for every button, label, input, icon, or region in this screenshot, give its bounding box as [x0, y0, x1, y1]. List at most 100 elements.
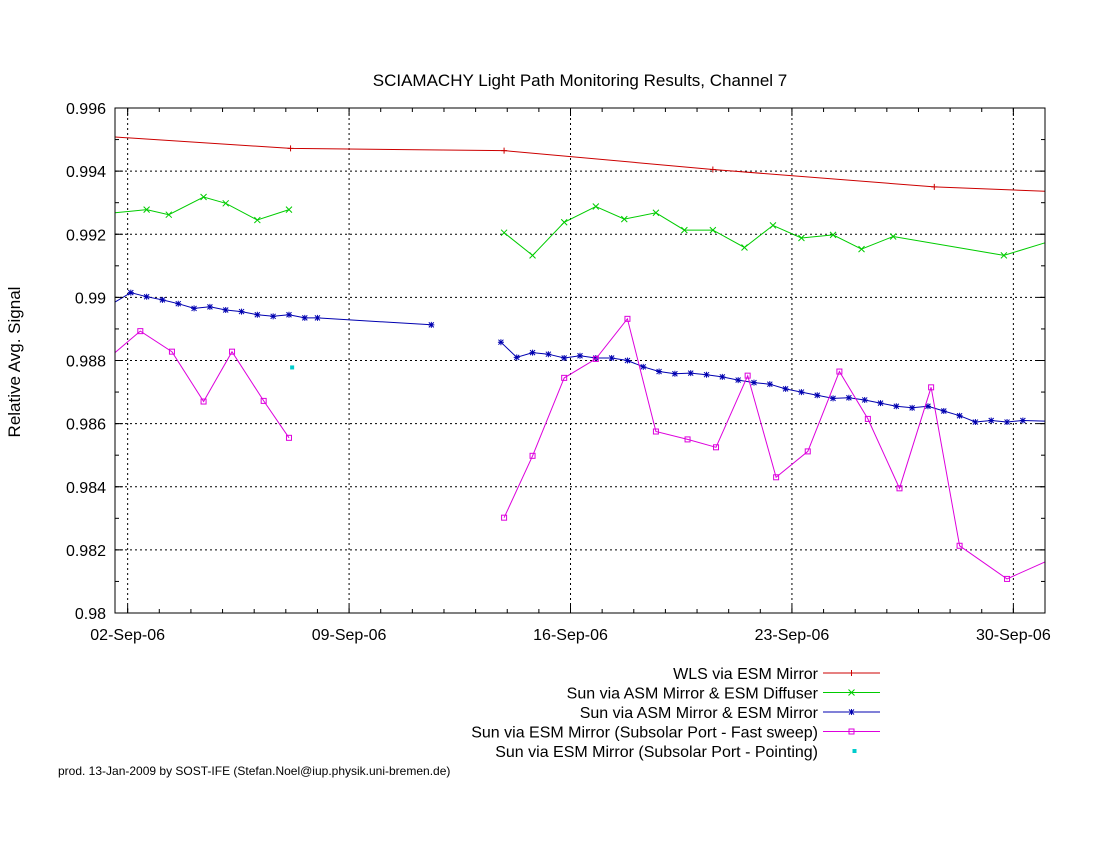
data-point [766, 381, 773, 388]
y-tick-label: 0.99 [75, 290, 106, 307]
data-point [830, 395, 837, 402]
data-point [222, 199, 230, 207]
legend-item: Sun via ESM Mirror (Subsolar Port - Fast… [471, 725, 880, 742]
data-point [191, 305, 198, 312]
data-point [314, 314, 321, 321]
chart-title: SCIAMACHY Light Path Monitoring Results,… [373, 71, 788, 90]
data-point [143, 206, 150, 213]
data-point [924, 403, 931, 410]
data-point [769, 222, 777, 229]
data-point [684, 436, 691, 443]
data-point [175, 300, 182, 307]
legend-item: Sun via ASM Mirror & ESM Diffuser [567, 686, 880, 703]
production-credit: prod. 13-Jan-2009 by SOST-IFE (Stefan.No… [58, 764, 451, 778]
data-point [1019, 417, 1026, 424]
series-1 [114, 136, 1046, 192]
data-point [836, 368, 843, 375]
y-tick-label: 0.98 [75, 606, 106, 623]
data-point [200, 398, 207, 405]
data-point [290, 365, 295, 370]
data-point [848, 689, 855, 696]
data-point [893, 403, 900, 410]
data-point [545, 351, 552, 358]
legend-label: WLS via ESM Mirror [673, 666, 819, 683]
data-point [200, 193, 207, 201]
legend-label: Sun via ASM Mirror & ESM Diffuser [567, 686, 819, 703]
data-point [709, 166, 716, 173]
data-point [909, 404, 916, 411]
data-point [560, 218, 568, 226]
data-point [988, 417, 995, 424]
data-point [254, 311, 261, 318]
y-tick-label: 0.984 [66, 480, 106, 497]
data-point [671, 370, 678, 377]
data-point [577, 352, 583, 359]
data-point [168, 348, 175, 355]
data-point [159, 296, 166, 303]
data-point [719, 373, 726, 380]
y-axis-label: Relative Avg. Signal [5, 287, 24, 438]
x-tick-label: 02-Sep-06 [90, 627, 165, 644]
series-line [503, 317, 1046, 580]
data-point [798, 234, 805, 242]
y-tick-label: 0.986 [66, 417, 106, 434]
data-point [561, 374, 568, 381]
legend-label: Sun via ASM Mirror & ESM Mirror [580, 705, 819, 722]
data-point [270, 313, 277, 320]
y-tick-label: 0.988 [66, 354, 106, 371]
data-point [165, 211, 173, 219]
data-point [735, 377, 742, 384]
data-point [848, 709, 855, 715]
series-line [503, 205, 1046, 257]
data-point [889, 233, 897, 240]
data-point [744, 372, 751, 379]
data-point [285, 434, 292, 441]
x-tick-label: 16-Sep-06 [533, 627, 608, 644]
axis-layer: 0.98 0.982 0.984 0.986 0.988 0.99 0.992 0.994 0.… [66, 101, 1051, 644]
data-point [858, 245, 865, 253]
data-point [896, 485, 903, 492]
legend-layer: WLS via ESM Mirror Sun via ASM Mirror & E… [471, 666, 880, 761]
data-point [127, 289, 134, 296]
data-point [848, 728, 855, 735]
data-point [852, 749, 857, 753]
data-point [656, 368, 663, 375]
data-point [260, 397, 267, 404]
legend-label: Sun via ESM Mirror (Subsolar Port - Poin… [495, 744, 818, 761]
data-point [238, 308, 245, 315]
data-point [500, 229, 508, 237]
data-point [928, 384, 935, 391]
data-point [681, 226, 688, 234]
data-point [652, 209, 660, 217]
data-point [592, 203, 600, 210]
data-point [814, 392, 821, 399]
y-tick-label: 0.994 [66, 164, 106, 181]
data-point [624, 315, 631, 322]
legend-item: Sun via ASM Mirror & ESM Mirror [580, 705, 880, 722]
grid-layer [115, 108, 1045, 613]
data-point [592, 354, 599, 361]
data-point [703, 371, 710, 378]
data-point [773, 474, 780, 481]
data-point [956, 412, 963, 419]
data-point [709, 226, 717, 234]
data-point [501, 514, 508, 521]
data-point [1004, 575, 1011, 582]
data-point [845, 394, 852, 401]
y-tick-label: 0.982 [66, 543, 106, 560]
data-point [750, 379, 757, 386]
series-4 [114, 315, 1046, 582]
legend-label: Sun via ESM Mirror (Subsolar Port - Fast… [471, 725, 818, 742]
data-point [652, 428, 659, 435]
x-tick-label: 30-Sep-06 [976, 627, 1051, 644]
x-tick-label: 09-Sep-06 [312, 627, 387, 644]
series-line [114, 136, 1046, 192]
data-point [501, 147, 508, 154]
data-point [620, 215, 628, 223]
legend-item: WLS via ESM Mirror [673, 666, 880, 683]
data-point [829, 231, 837, 239]
data-point [561, 354, 568, 361]
data-point [301, 314, 308, 321]
data-point [143, 293, 150, 300]
x-tick-label: 23-Sep-06 [755, 627, 830, 644]
